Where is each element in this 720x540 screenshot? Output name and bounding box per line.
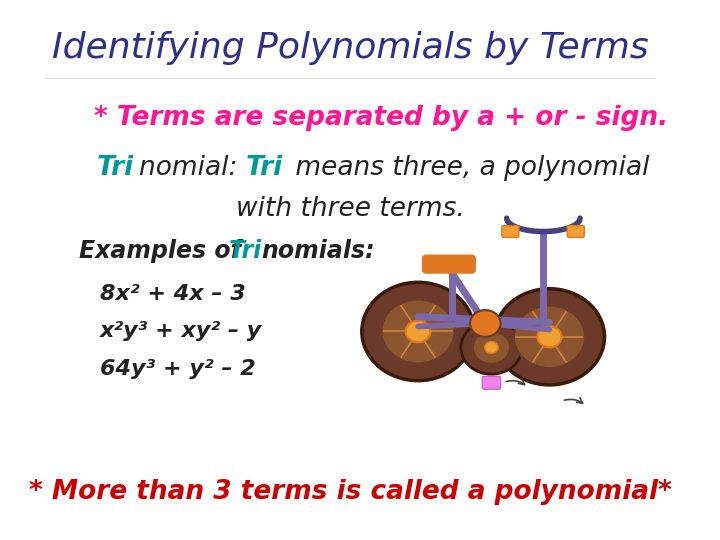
Text: * Terms are separated by a + or - sign.: * Terms are separated by a + or - sign. (94, 105, 668, 131)
Circle shape (405, 321, 431, 342)
Circle shape (513, 306, 585, 368)
Circle shape (382, 300, 454, 363)
Text: with three terms.: with three terms. (236, 195, 465, 221)
Text: Tri: Tri (246, 156, 283, 181)
Text: * More than 3 terms is called a polynomial*: * More than 3 terms is called a polynomi… (30, 479, 672, 505)
FancyBboxPatch shape (502, 226, 519, 238)
Circle shape (470, 310, 500, 337)
Text: Tri: Tri (97, 156, 134, 181)
Circle shape (485, 342, 498, 353)
Text: means three, a polynomial: means three, a polynomial (287, 156, 649, 181)
Text: 8x² + 4x – 3: 8x² + 4x – 3 (100, 284, 246, 304)
Circle shape (537, 326, 562, 347)
FancyBboxPatch shape (423, 255, 475, 273)
Text: Tri: Tri (228, 239, 262, 264)
Text: nomials:: nomials: (261, 239, 375, 264)
Text: 64y³ + y² – 2: 64y³ + y² – 2 (100, 359, 256, 379)
Text: nomial:: nomial: (139, 156, 246, 181)
FancyBboxPatch shape (567, 226, 585, 238)
Text: Examples of: Examples of (78, 239, 249, 264)
Circle shape (461, 321, 522, 374)
FancyBboxPatch shape (482, 376, 500, 389)
Text: Identifying Polynomials by Terms: Identifying Polynomials by Terms (53, 31, 649, 65)
Circle shape (362, 282, 474, 381)
Text: x²y³ + xy² – y: x²y³ + xy² – y (100, 321, 262, 341)
Circle shape (495, 289, 605, 385)
Circle shape (473, 332, 510, 363)
